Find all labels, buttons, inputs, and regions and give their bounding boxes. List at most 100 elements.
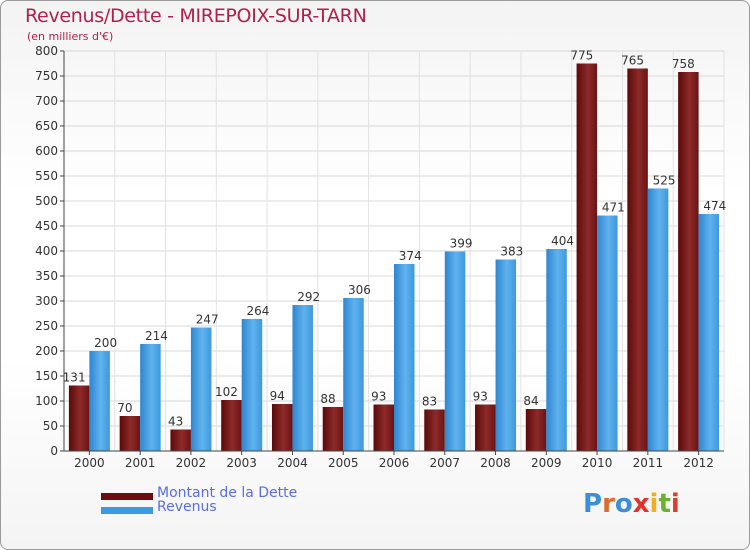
bar-dette <box>170 429 191 451</box>
bar-dette <box>373 404 394 451</box>
bars <box>68 63 720 451</box>
x-tick-label: 2004 <box>277 456 308 470</box>
data-label: 474 <box>703 199 726 213</box>
data-label: 131 <box>63 371 86 385</box>
x-tick-label: 2009 <box>531 456 562 470</box>
y-tick-label: 350 <box>35 269 58 283</box>
bar-revenus <box>647 188 669 451</box>
bar-dette <box>221 400 242 451</box>
y-tick-label: 650 <box>35 119 58 133</box>
legend-label-debt: Montant de la Dette <box>157 485 298 501</box>
data-label: 525 <box>653 174 676 188</box>
data-label: 93 <box>473 390 488 404</box>
y-tick-label: 250 <box>35 319 58 333</box>
data-label: 471 <box>602 201 625 215</box>
data-label: 247 <box>196 313 219 327</box>
bar-revenus <box>597 215 618 451</box>
data-label: 374 <box>399 249 422 263</box>
bar-dette <box>68 385 90 451</box>
bar-dette <box>271 404 293 451</box>
x-tick-label: 2002 <box>176 456 207 470</box>
data-label: 399 <box>450 237 473 251</box>
chart-title: Revenus/Dette - MIREPOIX-SUR-TARN <box>25 5 367 27</box>
y-tick-label: 400 <box>35 244 58 258</box>
logo-letter: r <box>602 489 615 519</box>
bar-dette <box>322 407 344 451</box>
data-label: 306 <box>348 283 371 297</box>
x-tick-label: 2001 <box>125 456 156 470</box>
bar-revenus <box>444 251 466 451</box>
logo-letter: x <box>632 489 650 519</box>
logo-letter: P <box>583 489 603 519</box>
logo-letter: o <box>614 489 633 519</box>
y-tick-label: 300 <box>35 294 58 308</box>
bar-revenus <box>89 351 110 451</box>
bar-revenus <box>343 298 364 451</box>
data-label: 43 <box>168 415 183 429</box>
bar-revenus <box>190 327 212 451</box>
y-tick-label: 550 <box>35 169 58 183</box>
bar-dette <box>678 72 699 451</box>
chart-subtitle: (en milliers d'€) <box>27 30 114 43</box>
data-label: 383 <box>500 245 523 259</box>
data-label: 70 <box>117 401 132 415</box>
legend-label-revenus: Revenus <box>157 499 217 515</box>
bar-dette <box>119 416 141 451</box>
data-label: 765 <box>621 54 644 68</box>
y-tick-label: 150 <box>35 369 58 383</box>
data-label: 200 <box>94 336 117 350</box>
y-tick-label: 450 <box>35 219 58 233</box>
x-tick-label: 2010 <box>582 456 613 470</box>
legend-swatch-debt <box>101 493 153 500</box>
y-tick-label: 100 <box>35 394 58 408</box>
bar-dette <box>576 63 598 451</box>
y-tick-label: 800 <box>35 44 58 58</box>
x-tick-label: 2007 <box>429 456 460 470</box>
bar-revenus <box>292 305 313 451</box>
data-label: 292 <box>297 290 320 304</box>
bar-dette <box>525 409 547 451</box>
data-label: 102 <box>215 385 238 399</box>
bar-revenus <box>394 264 415 451</box>
proxiti-logo: Proxiti <box>583 489 680 519</box>
data-label: 404 <box>551 234 574 248</box>
data-label: 214 <box>145 329 168 343</box>
y-tick-label: 50 <box>43 419 58 433</box>
bar-revenus <box>495 259 517 451</box>
bar-revenus <box>241 319 263 451</box>
data-label: 775 <box>570 49 593 63</box>
data-label: 83 <box>422 395 437 409</box>
bar-dette <box>475 404 496 451</box>
bar-dette <box>424 409 445 451</box>
data-label: 264 <box>246 304 269 318</box>
x-tick-label: 2005 <box>328 456 359 470</box>
y-tick-label: 200 <box>35 344 58 358</box>
data-labels: 131 200 70 214 43 247 102 264 94 292 88 306 93 374 83 3… <box>63 49 727 429</box>
bar-revenus <box>140 344 161 451</box>
legend-swatch-revenus <box>101 507 153 514</box>
logo-letter: t <box>658 489 671 519</box>
x-tick-label: 2008 <box>480 456 511 470</box>
x-tick-label: 2011 <box>633 456 664 470</box>
y-tick-label: 750 <box>35 69 58 83</box>
x-tick-label: 2000 <box>74 456 105 470</box>
logo-letter: i <box>649 489 659 519</box>
data-label: 758 <box>672 57 695 71</box>
y-tick-label: 700 <box>35 94 58 108</box>
axes: 0 50 100 150 200 250 300 350 400 450 500 550 600 650 7… <box>35 44 724 470</box>
x-tick-label: 2003 <box>226 456 257 470</box>
x-tick-label: 2006 <box>379 456 410 470</box>
bar-revenus <box>698 214 720 451</box>
x-tick-label: 2012 <box>683 456 714 470</box>
y-tick-label: 0 <box>50 444 58 458</box>
logo-letter: i <box>670 489 680 519</box>
y-tick-label: 600 <box>35 144 58 158</box>
data-label: 84 <box>523 394 538 408</box>
bar-revenus <box>546 249 567 451</box>
data-label: 93 <box>371 390 386 404</box>
data-label: 94 <box>270 389 285 403</box>
bar-dette <box>627 68 648 451</box>
data-label: 88 <box>320 392 335 406</box>
